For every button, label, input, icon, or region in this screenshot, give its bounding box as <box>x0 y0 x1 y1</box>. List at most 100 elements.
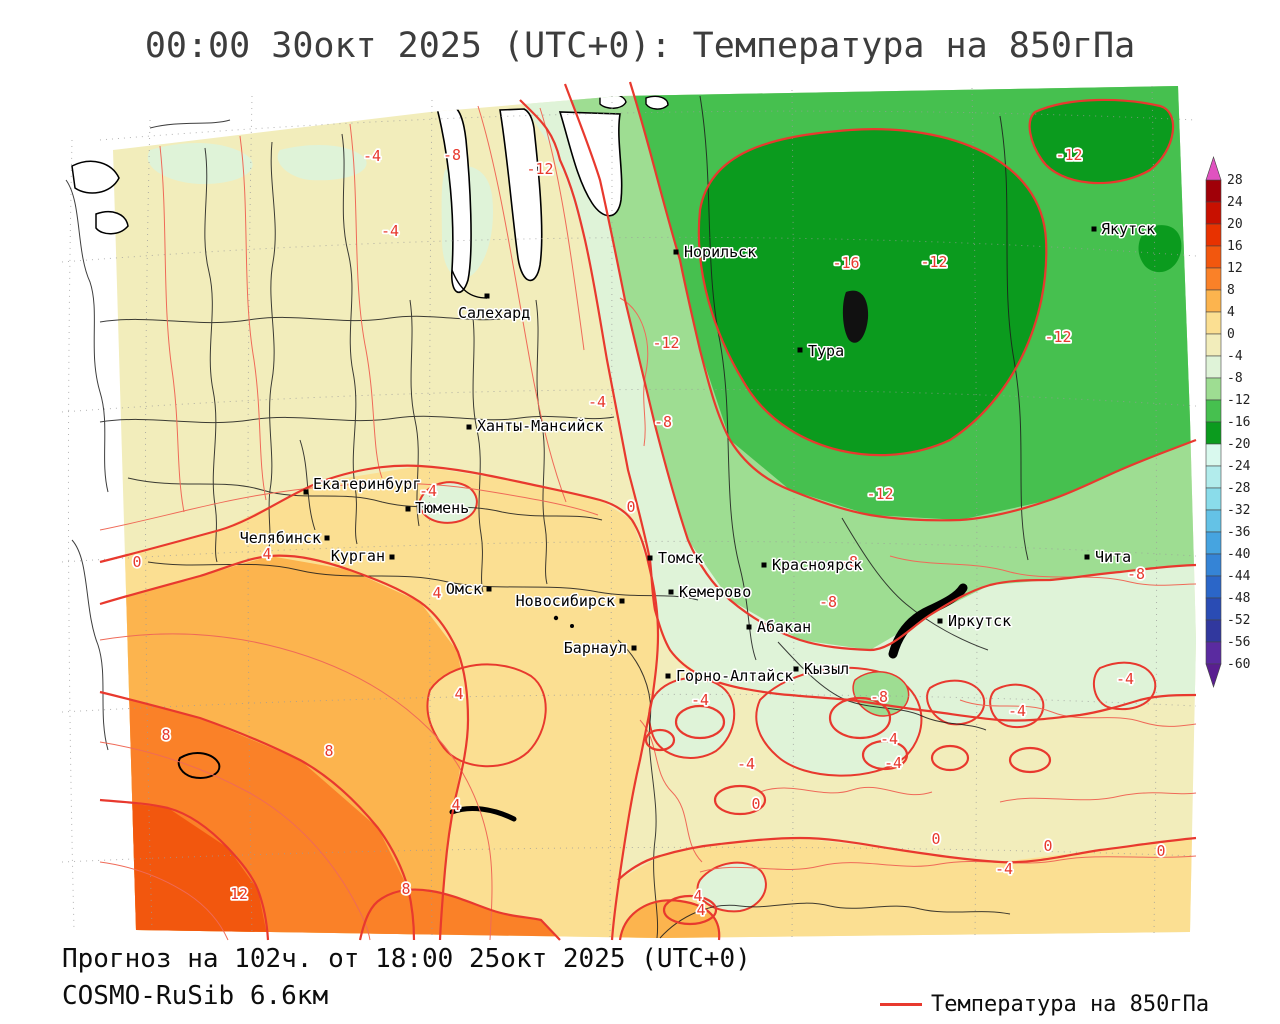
city-label: Горно-Алтайск <box>676 667 793 685</box>
lake-north <box>842 290 869 343</box>
city-marker <box>389 554 395 560</box>
colorbar-cell <box>1205 289 1222 313</box>
graticule <box>61 85 1197 938</box>
city-marker <box>793 666 799 672</box>
colorbar-cell <box>1205 619 1222 643</box>
colorbar-arrow-bottom <box>1205 663 1222 688</box>
contour-label: -4 <box>880 730 898 748</box>
map-legend: Температура на 850гПа <box>880 992 1209 1017</box>
colorbar-cell <box>1205 245 1222 269</box>
city-label: Тюмень <box>415 499 469 517</box>
colorbar-label: 24 <box>1227 195 1243 210</box>
contour-label: 0 <box>931 830 940 848</box>
contour-label: 0 <box>1156 842 1165 860</box>
colorbar-label: -28 <box>1227 481 1250 496</box>
city-label: Омск <box>446 580 482 598</box>
contour-label: -12 <box>526 160 553 178</box>
city-label: Красноярск <box>772 556 862 574</box>
contour-label: 4 <box>432 584 441 602</box>
colorbar-cell <box>1205 421 1222 445</box>
contour-label: 8 <box>324 742 333 760</box>
city-label: Ханты-Мансийск <box>477 417 603 435</box>
colorbar-label: -4 <box>1227 349 1243 364</box>
contour-label: -4 <box>1008 702 1026 720</box>
contour-label: 0 <box>1043 837 1052 855</box>
temperature-line-symbol <box>880 1003 922 1006</box>
city-label: Томск <box>658 549 703 567</box>
city-marker <box>797 347 803 353</box>
lake-zaysan <box>449 805 517 822</box>
contour-label: 4 <box>451 796 460 814</box>
forecast-info: Прогноз на 102ч. от 18:00 25окт 2025 (UT… <box>62 944 751 974</box>
city-marker <box>673 249 679 255</box>
colorbar-label: -60 <box>1227 657 1250 672</box>
colorbar-cell <box>1205 465 1222 489</box>
city-label: Норильск <box>684 243 756 261</box>
city-marker <box>405 506 411 512</box>
city-marker <box>466 424 472 430</box>
colorbar-cell <box>1205 333 1222 357</box>
contour-label: -8 <box>870 688 888 706</box>
temperature-fill-layer <box>113 86 1196 938</box>
contour-label: -4 <box>381 222 399 240</box>
city-marker <box>1091 226 1097 232</box>
contour-label: 8 <box>161 726 170 744</box>
city-label: Чита <box>1095 548 1131 566</box>
colorbar-cell <box>1205 267 1222 291</box>
city-marker <box>1084 554 1090 560</box>
city-marker <box>631 645 637 651</box>
colorbar: 28 24 20 16 12 8 4 0 -4 -8 -12 -16 -20 -24 -28 -32 -36 -4… <box>1205 156 1251 688</box>
city-marker <box>937 618 943 624</box>
map-title: 00:00 30окт 2025 (UTC+0): Температура на… <box>144 26 1136 66</box>
city-marker <box>619 598 625 604</box>
contour-label: -8 <box>1127 565 1145 583</box>
city-marker <box>486 586 492 592</box>
colorbar-cell <box>1205 487 1222 511</box>
city-label: Тура <box>808 342 844 360</box>
colorbar-label: -20 <box>1227 437 1250 452</box>
colorbar-cell <box>1205 201 1222 225</box>
city-label: Кызыл <box>804 660 849 678</box>
colorbar-cell <box>1205 377 1222 401</box>
city-label: Курган <box>331 547 385 565</box>
contour-label: -4 <box>419 482 437 500</box>
colorbar-cell <box>1205 553 1222 577</box>
colorbar-label: 12 <box>1227 261 1243 276</box>
contour-label: -12 <box>1055 146 1082 164</box>
contour-label: 4 <box>696 901 705 919</box>
colorbar-cell <box>1205 531 1222 555</box>
contour-label: -8 <box>819 593 837 611</box>
city-marker <box>647 555 653 561</box>
colorbar-cell <box>1205 311 1222 335</box>
city-label: Екатеринбург <box>313 475 421 493</box>
contour-label: 0 <box>626 498 635 516</box>
legend-label: Температура на 850гПа <box>931 992 1210 1017</box>
city-label: Якутск <box>1101 220 1155 238</box>
contour-label: -8 <box>840 553 858 571</box>
colorbar-label: 16 <box>1227 239 1243 254</box>
contour-label: -12 <box>1044 328 1071 346</box>
contour-label: -8 <box>654 413 672 431</box>
contour-label: 8 <box>401 880 410 898</box>
city-marker <box>324 535 330 541</box>
contour-label: -12 <box>866 485 893 503</box>
contour-label: 4 <box>262 545 271 563</box>
city-marker <box>484 293 490 299</box>
contour-label: -4 <box>884 754 902 772</box>
colorbar-label: -32 <box>1227 503 1250 518</box>
colorbar-cell <box>1205 355 1222 379</box>
colorbar-label: -48 <box>1227 591 1250 606</box>
colorbar-cell <box>1205 399 1222 423</box>
colorbar-cell <box>1205 179 1222 203</box>
lake-west <box>177 752 221 779</box>
colorbar-label: -52 <box>1227 613 1250 628</box>
colorbar-label: 0 <box>1227 327 1235 342</box>
model-info: COSMO-RuSib 6.6км <box>62 981 329 1011</box>
city-marker <box>665 673 671 679</box>
colorbar-cell <box>1205 509 1222 533</box>
city-label: Абакан <box>757 618 811 636</box>
colorbar-label: -16 <box>1227 415 1250 430</box>
city-label: Салехард <box>458 304 530 322</box>
colorbar-label: -36 <box>1227 525 1250 540</box>
contour-label: -4 <box>363 147 381 165</box>
